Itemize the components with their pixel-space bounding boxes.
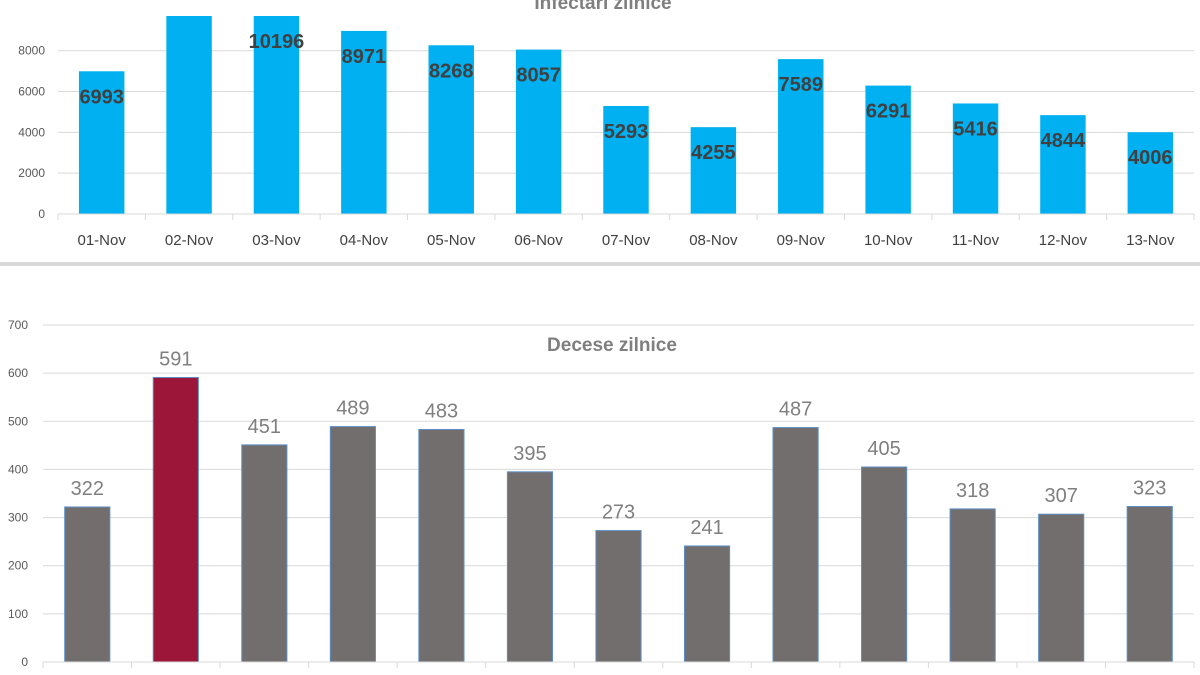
- data-label: 7589: [779, 74, 824, 96]
- x-category-label: 02-Nov: [165, 232, 214, 249]
- chart-separator: [0, 262, 1200, 266]
- data-label: 483: [425, 400, 458, 422]
- bar: [683, 545, 731, 663]
- data-label: 4006: [1128, 147, 1173, 169]
- x-category-label: 10-Nov: [864, 232, 913, 249]
- data-label: 591: [159, 348, 192, 370]
- x-category-label: 05-Nov: [427, 232, 476, 249]
- data-label: 489: [336, 398, 369, 420]
- x-category-label: 12-Nov: [1039, 232, 1088, 249]
- y-tick-label: 100: [8, 607, 28, 621]
- infections-chart: 0 2000 4000 6000 8000 6993 01-Nov 02-Nov 10196 03…: [18, 0, 1195, 249]
- bar: [166, 16, 212, 214]
- data-label: 318: [956, 480, 989, 502]
- data-label: 8268: [429, 60, 474, 82]
- data-label: 6291: [866, 101, 911, 123]
- y-tick-label: 500: [8, 414, 28, 428]
- y-tick-label: 4000: [18, 125, 45, 139]
- bar: [865, 85, 911, 214]
- y-tick-label: 0: [38, 207, 45, 221]
- bar: [1038, 513, 1085, 663]
- y-tick-label: 0: [21, 655, 28, 669]
- data-label: 10196: [249, 31, 305, 53]
- bar: [506, 471, 554, 663]
- bar: [952, 103, 999, 214]
- bar: [772, 427, 819, 663]
- y-tick-label: 600: [8, 366, 28, 380]
- bar: [1127, 132, 1174, 214]
- data-label: 323: [1133, 477, 1166, 499]
- data-label: 307: [1045, 485, 1078, 507]
- y-tick-label: 300: [8, 511, 28, 525]
- data-label: 6993: [79, 86, 124, 108]
- bar: [152, 376, 199, 663]
- data-label: 322: [71, 478, 104, 500]
- data-label: 8057: [516, 65, 561, 87]
- x-category-label: 07-Nov: [602, 232, 651, 249]
- bar: [515, 49, 562, 215]
- y-tick-label: 400: [8, 462, 28, 476]
- y-tick-label: 6000: [18, 85, 45, 99]
- x-category-label: 11-Nov: [952, 232, 1000, 249]
- bar: [241, 444, 288, 663]
- data-label: 241: [690, 517, 723, 539]
- bar: [1126, 505, 1173, 663]
- bar: [778, 59, 824, 214]
- bar: [78, 71, 125, 215]
- bar: [341, 30, 387, 215]
- bar: [253, 16, 300, 214]
- data-label: 273: [602, 502, 635, 524]
- chart-title: Decese zilnice: [547, 335, 677, 356]
- data-label: 395: [513, 443, 546, 465]
- x-category-label: 01-Nov: [78, 232, 127, 249]
- bar: [595, 530, 642, 663]
- y-tick-label: 2000: [18, 166, 45, 180]
- data-label: 451: [248, 416, 281, 438]
- x-category-label: 13-Nov: [1126, 232, 1175, 249]
- x-category-label: 06-Nov: [514, 232, 563, 249]
- x-category-label: 08-Nov: [689, 232, 738, 249]
- x-category-label: 09-Nov: [777, 232, 826, 249]
- data-label: 4844: [1041, 130, 1086, 152]
- data-label: 5416: [953, 118, 998, 140]
- x-category-label: 04-Nov: [340, 232, 389, 249]
- data-label: 8971: [342, 46, 387, 68]
- bar: [418, 428, 465, 663]
- chart-title: Infectari zilnice: [534, 0, 671, 14]
- x-category-label: 03-Nov: [252, 232, 301, 249]
- data-label: 487: [779, 399, 812, 421]
- data-label: 4255: [691, 142, 736, 164]
- data-label: 405: [867, 438, 900, 460]
- bar: [64, 506, 111, 663]
- y-tick-label: 8000: [18, 44, 45, 58]
- y-tick-label: 700: [8, 318, 28, 332]
- data-label: 5293: [604, 121, 649, 143]
- bar: [861, 466, 908, 663]
- bar: [603, 105, 649, 214]
- deaths-chart: 0 100 200 300 400 500 600 700 322 591 451 489 483 395…: [8, 318, 1195, 669]
- bar: [949, 508, 996, 663]
- y-tick-label: 200: [8, 559, 28, 573]
- bar: [1040, 115, 1086, 214]
- bar: [690, 127, 737, 214]
- bar: [329, 426, 376, 663]
- bar: [428, 45, 474, 214]
